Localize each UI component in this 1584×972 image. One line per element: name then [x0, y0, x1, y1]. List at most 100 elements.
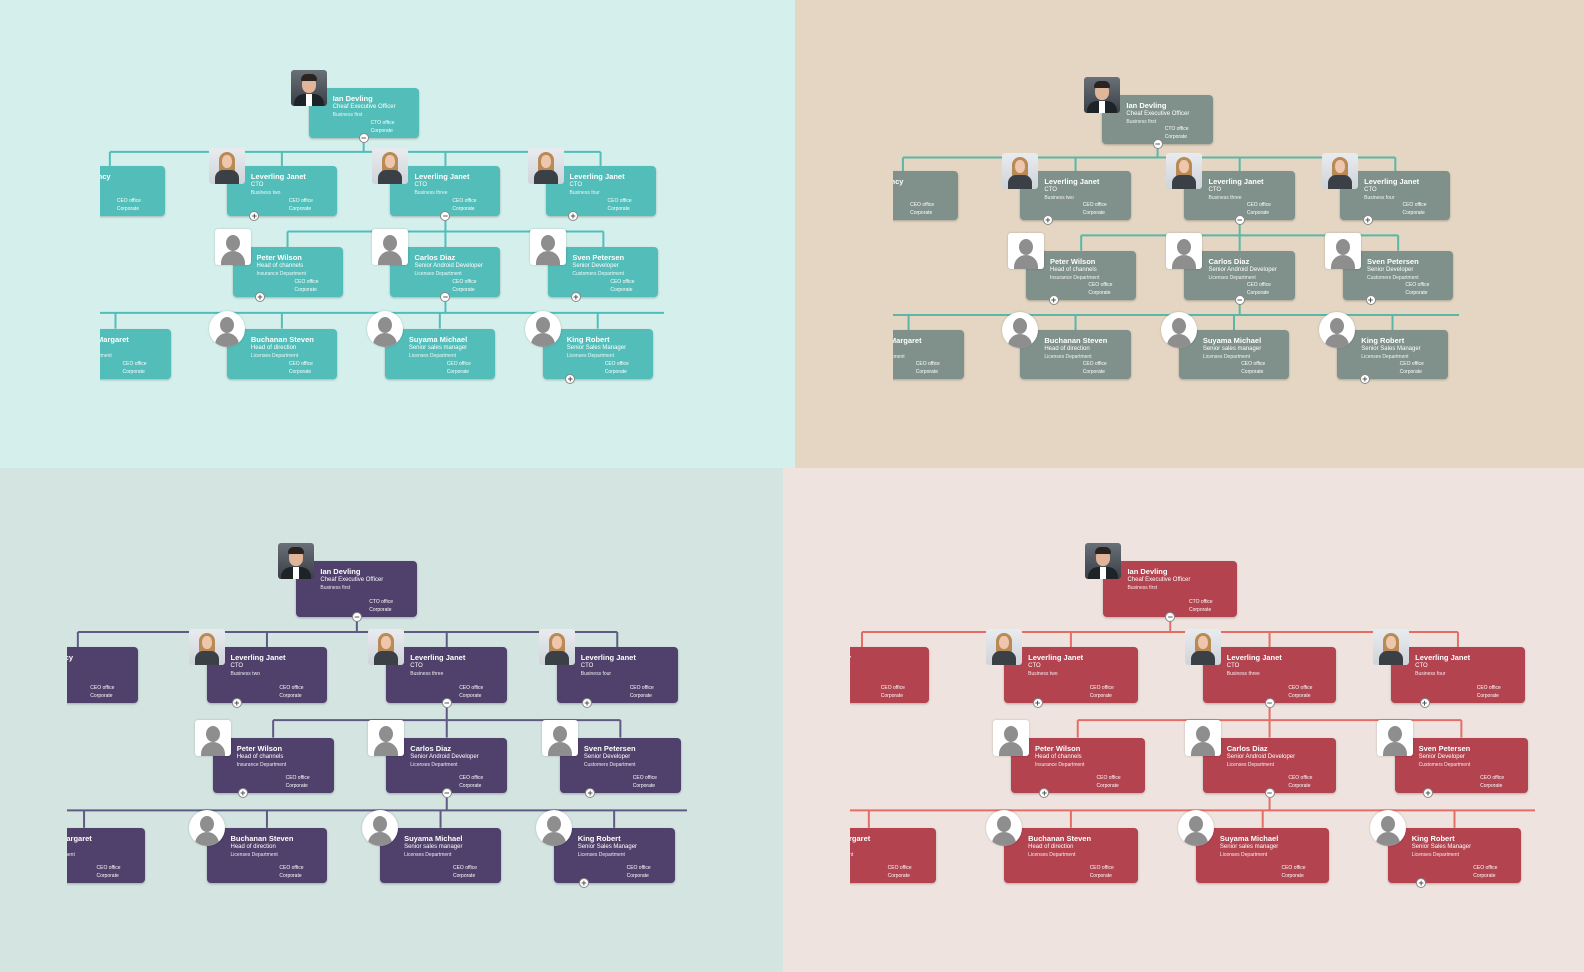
- expand-toggle[interactable]: +: [1359, 374, 1370, 385]
- org-node[interactable]: Leverling Janet CTO Business two CEO office…: [1004, 647, 1138, 703]
- org-node[interactable]: Carlos Diaz Senior Android Developer Licen…: [386, 737, 508, 793]
- org-node[interactable]: Buchanan Steven Head of direction Licenses…: [1020, 330, 1131, 380]
- org-node[interactable]: Leverling Janet CTO Business four CEO offic…: [1340, 171, 1451, 220]
- avatar-placeholder: [1369, 809, 1406, 846]
- employee-name: King Robert: [1411, 833, 1455, 843]
- org-node[interactable]: Davolio NancyCTOBusiness oneCEO officeCo…: [100, 165, 165, 216]
- org-node[interactable]: Peacock MargaretCTOLicenses DepartmentCE…: [67, 827, 145, 884]
- org-node[interactable]: Buchanan Steven Head of direction Licenses…: [206, 827, 328, 884]
- org-node[interactable]: Suyama Michael Senior sales manager Licens…: [384, 328, 495, 379]
- office-label: CEO office: [446, 360, 471, 367]
- expand-toggle[interactable]: +: [1419, 697, 1430, 708]
- org-node[interactable]: Peter Wilson Head of channels Insurance De…: [232, 247, 343, 298]
- org-node[interactable]: King Robert Senior Sales Manager Licenses …: [553, 827, 675, 884]
- org-node[interactable]: Leverling Janet CTO Business four CEO offic…: [556, 647, 678, 703]
- office-label: CEO office: [294, 279, 319, 286]
- expand-toggle[interactable]: +: [1042, 214, 1053, 225]
- expand-toggle[interactable]: +: [255, 292, 266, 303]
- org-node[interactable]: King Robert Senior Sales Manager Licenses …: [1337, 330, 1448, 380]
- expand-toggle[interactable]: +: [1039, 787, 1050, 798]
- org-node[interactable]: Leverling Janet CTO Business three CEO offi…: [1184, 171, 1295, 220]
- office-label: CEO office: [452, 865, 478, 872]
- avatar-placeholder: [535, 809, 572, 846]
- org-node[interactable]: Peter Wilson Head of channels Insurance De…: [1026, 250, 1137, 300]
- expand-toggle[interactable]: +: [578, 878, 589, 889]
- org-node[interactable]: Ian Devling Cheaf Executive Officer Busine…: [1102, 95, 1213, 144]
- employee-name: Ian Devling: [1126, 101, 1167, 111]
- expand-toggle[interactable]: +: [1365, 294, 1376, 305]
- org-node[interactable]: Leverling Janet CTO Business three CEO offi…: [390, 165, 501, 216]
- org-node[interactable]: Sven Petersen Senior Developer Customers D…: [1342, 250, 1454, 300]
- org-node[interactable]: Carlos Diaz Senior Android Developer Licen…: [1184, 250, 1295, 300]
- org-chart-red-theme: Ian Devling Cheaf Executive Officer Busine…: [783, 468, 1584, 972]
- org-node[interactable]: Leverling Janet CTO Business two CEO office…: [1020, 171, 1131, 220]
- expand-toggle[interactable]: +: [231, 697, 242, 708]
- employee-name: Carlos Diaz: [410, 743, 452, 753]
- office-label: CEO office: [1480, 774, 1505, 781]
- job-title: Senior sales manager: [1202, 346, 1262, 353]
- expand-toggle[interactable]: +: [1362, 214, 1373, 225]
- org-node[interactable]: Suyama Michael Senior sales manager Licens…: [1195, 827, 1330, 884]
- org-node[interactable]: Suyama Michael Senior sales manager Licens…: [380, 827, 501, 884]
- collapse-toggle[interactable]: −: [351, 611, 362, 622]
- org-node[interactable]: Ian Devling Cheaf Executive Officer Busine…: [1103, 561, 1237, 617]
- collapse-toggle[interactable]: −: [1234, 214, 1245, 225]
- org-node[interactable]: Leverling Janet CTO Business four CEO offic…: [545, 165, 656, 216]
- office-group-label: Corporate: [452, 873, 476, 880]
- org-node[interactable]: Ian Devling Cheaf Executive Officer Busine…: [296, 561, 418, 617]
- org-node[interactable]: Ian Devling Cheaf Executive Officer Busine…: [308, 88, 419, 139]
- org-node[interactable]: Peacock MargaretCTOLicenses DepartmentCE…: [893, 330, 964, 380]
- org-node[interactable]: Leverling Janet CTO Business four CEO offic…: [1391, 647, 1525, 703]
- expand-toggle[interactable]: +: [237, 787, 248, 798]
- employee-name: Ian Devling: [320, 567, 361, 577]
- org-node[interactable]: Leverling Janet CTO Business two CEO office…: [226, 165, 337, 216]
- collapse-toggle[interactable]: −: [1264, 787, 1275, 798]
- org-node[interactable]: Suyama Michael Senior sales manager Licens…: [1178, 330, 1290, 380]
- expand-toggle[interactable]: +: [582, 697, 593, 708]
- expand-toggle[interactable]: +: [1416, 878, 1427, 889]
- expand-toggle[interactable]: +: [585, 787, 596, 798]
- collapse-toggle[interactable]: −: [1165, 611, 1176, 622]
- org-node[interactable]: King Robert Senior Sales Manager Licenses …: [542, 328, 653, 379]
- org-node[interactable]: Leverling Janet CTO Business three CEO offi…: [1202, 647, 1337, 703]
- org-node[interactable]: Sven Petersen Senior Developer Customers D…: [1394, 737, 1529, 793]
- collapse-toggle[interactable]: −: [441, 697, 452, 708]
- expand-toggle[interactable]: +: [570, 292, 581, 303]
- org-node[interactable]: Sven Petersen Senior Developer Customers D…: [548, 247, 659, 298]
- collapse-toggle[interactable]: −: [440, 210, 451, 221]
- avatar-placeholder: [986, 809, 1023, 846]
- office-label: CEO office: [96, 865, 121, 872]
- employee-name: Buchanan Steven: [250, 334, 314, 344]
- collapse-toggle[interactable]: −: [441, 787, 452, 798]
- org-node[interactable]: Davolio NancyCTOBusiness oneCEO officeCo…: [67, 647, 139, 703]
- org-node[interactable]: Buchanan Steven Head of direction Licenses…: [226, 328, 337, 379]
- avatar-placeholder: [1002, 312, 1039, 349]
- expand-toggle[interactable]: +: [1422, 787, 1433, 798]
- expand-toggle[interactable]: +: [565, 373, 576, 384]
- org-node[interactable]: Leverling Janet CTO Business three CEO offi…: [386, 647, 508, 703]
- org-node[interactable]: Peacock MargaretCTOLicenses DepartmentCE…: [850, 827, 936, 884]
- expand-toggle[interactable]: +: [568, 210, 579, 221]
- collapse-toggle[interactable]: −: [1264, 697, 1275, 708]
- org-node[interactable]: Peter Wilson Head of channels Insurance De…: [212, 737, 334, 793]
- org-node[interactable]: Davolio NancyCTOBusiness oneCEO officeCo…: [850, 647, 929, 703]
- office-label: CEO office: [1096, 774, 1121, 781]
- org-node[interactable]: Peter Wilson Head of channels Insurance De…: [1010, 737, 1145, 793]
- org-node[interactable]: Davolio NancyCTOBusiness oneCEO officeCo…: [893, 171, 959, 220]
- org-node[interactable]: Sven Petersen Senior Developer Customers D…: [559, 737, 681, 793]
- expand-toggle[interactable]: +: [249, 210, 260, 221]
- org-node[interactable]: King Robert Senior Sales Manager Licenses …: [1387, 827, 1522, 884]
- collapse-toggle[interactable]: −: [358, 133, 369, 144]
- collapse-toggle[interactable]: −: [440, 292, 451, 303]
- org-node[interactable]: Leverling Janet CTO Business two CEO office…: [206, 647, 328, 703]
- expand-toggle[interactable]: +: [1048, 294, 1059, 305]
- org-node[interactable]: Buchanan Steven Head of direction Licenses…: [1004, 827, 1138, 884]
- org-node[interactable]: Peacock MargaretCTOLicenses DepartmentCE…: [100, 328, 171, 379]
- org-node[interactable]: Carlos Diaz Senior Android Developer Licen…: [1202, 737, 1337, 793]
- expand-toggle[interactable]: +: [1032, 697, 1043, 708]
- job-title: CTO: [1208, 187, 1222, 194]
- org-node[interactable]: Carlos Diaz Senior Android Developer Licen…: [390, 247, 501, 298]
- avatar-placeholder: [1160, 312, 1197, 349]
- collapse-toggle[interactable]: −: [1234, 294, 1245, 305]
- collapse-toggle[interactable]: −: [1152, 138, 1163, 149]
